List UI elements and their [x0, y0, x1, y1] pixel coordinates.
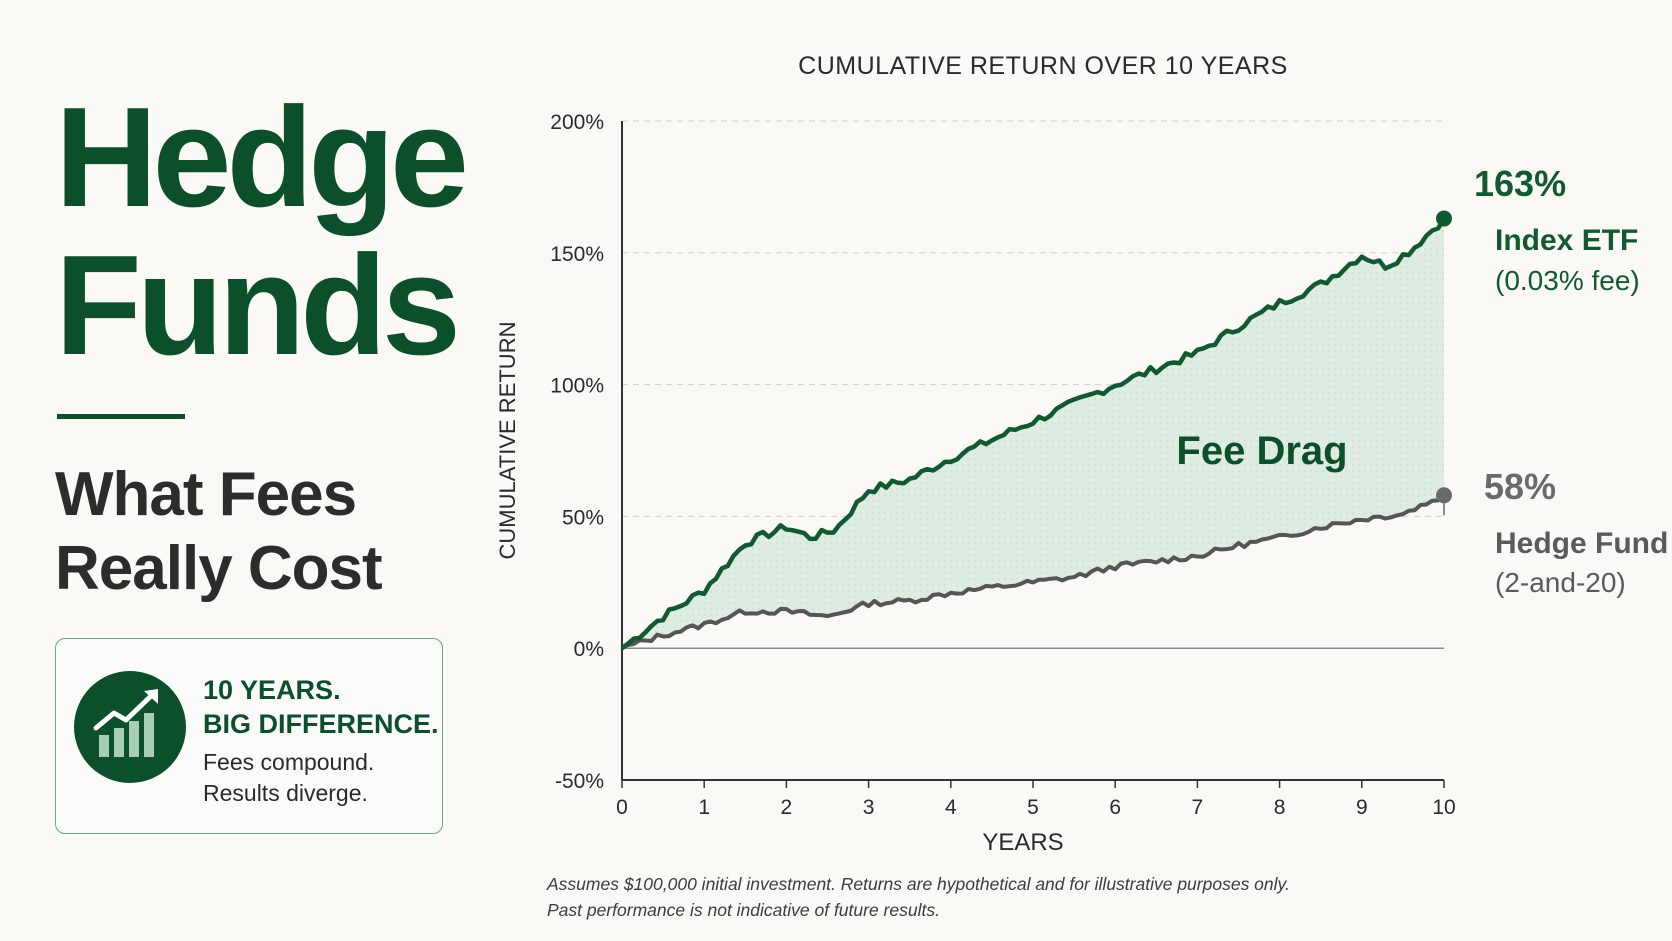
x-tick-label: 9	[1356, 796, 1368, 819]
callout-body-line-2: Results diverge.	[203, 780, 368, 806]
x-tick-label: 5	[1027, 796, 1039, 819]
chart-title: CUMULATIVE RETURN OVER 10 YEARS	[798, 52, 1288, 80]
index-etf-legend-sub: (0.03% fee)	[1495, 265, 1640, 296]
y-tick-label: 150%	[550, 243, 604, 266]
subheadline-line-2: Really Cost	[55, 534, 383, 603]
callout-title-line-1: 10 YEARS.	[203, 675, 341, 705]
footnote: Assumes $100,000 initial investment. Ret…	[547, 871, 1290, 923]
hedge-fund-end-value: 58%	[1484, 466, 1556, 507]
callout-title-line-2: BIG DIFFERENCE.	[203, 709, 439, 739]
x-tick-label: 6	[1109, 796, 1121, 819]
headline: Hedge Funds	[55, 78, 469, 385]
fee-drag-area	[622, 218, 1444, 649]
x-tick-label: 1	[698, 796, 710, 819]
index-etf-end-marker	[1436, 210, 1452, 227]
callout-body: Fees compound. Results diverge.	[203, 747, 374, 809]
divider	[57, 414, 185, 419]
bar-chart-growth-icon	[74, 671, 186, 783]
hedge-fund-legend-sub: (2-and-20)	[1495, 567, 1626, 598]
hedge-fund-line	[621, 493, 1446, 650]
subheadline-line-1: What Fees	[55, 460, 357, 529]
headline-line-1: Hedge	[55, 78, 469, 237]
index-etf-legend-name: Index ETF	[1495, 224, 1638, 257]
y-tick-label: 200%	[550, 111, 604, 134]
y-tick-label: 100%	[550, 375, 604, 398]
index-etf-end-value: 163%	[1474, 163, 1566, 204]
x-tick-label: 0	[616, 796, 628, 819]
x-axis-label: YEARS	[982, 829, 1063, 856]
x-tick-label: 8	[1274, 796, 1286, 819]
x-tick-label: 7	[1192, 796, 1204, 819]
x-tick-label: 4	[945, 796, 957, 819]
left-panel: Hedge Funds What Fees Really Cost 10 YEA…	[55, 0, 469, 941]
subheadline: What Fees Really Cost	[55, 458, 383, 606]
x-tick-label: 10	[1432, 796, 1455, 819]
y-tick-label: 0%	[574, 638, 604, 661]
callout-body-line-1: Fees compound.	[203, 749, 375, 775]
callout-card: 10 YEARS. BIG DIFFERENCE. Fees compound.…	[55, 638, 443, 834]
y-tick-label: -50%	[555, 770, 604, 793]
footnote-line-2: Past performance is not indicative of fu…	[547, 900, 940, 920]
callout-title: 10 YEARS. BIG DIFFERENCE.	[203, 673, 439, 741]
headline-line-2: Funds	[55, 226, 461, 385]
y-tick-label: 50%	[562, 506, 604, 529]
footnote-line-1: Assumes $100,000 initial investment. Ret…	[547, 874, 1290, 894]
y-axis-label: CUMULATIVE RETURN	[495, 322, 520, 560]
index-etf-line	[620, 217, 1446, 650]
fee-drag-label: Fee Drag	[1176, 429, 1347, 473]
x-tick-label: 3	[863, 796, 875, 819]
hedge-fund-legend-name: Hedge Fund	[1495, 527, 1668, 560]
x-tick-label: 2	[781, 796, 793, 819]
